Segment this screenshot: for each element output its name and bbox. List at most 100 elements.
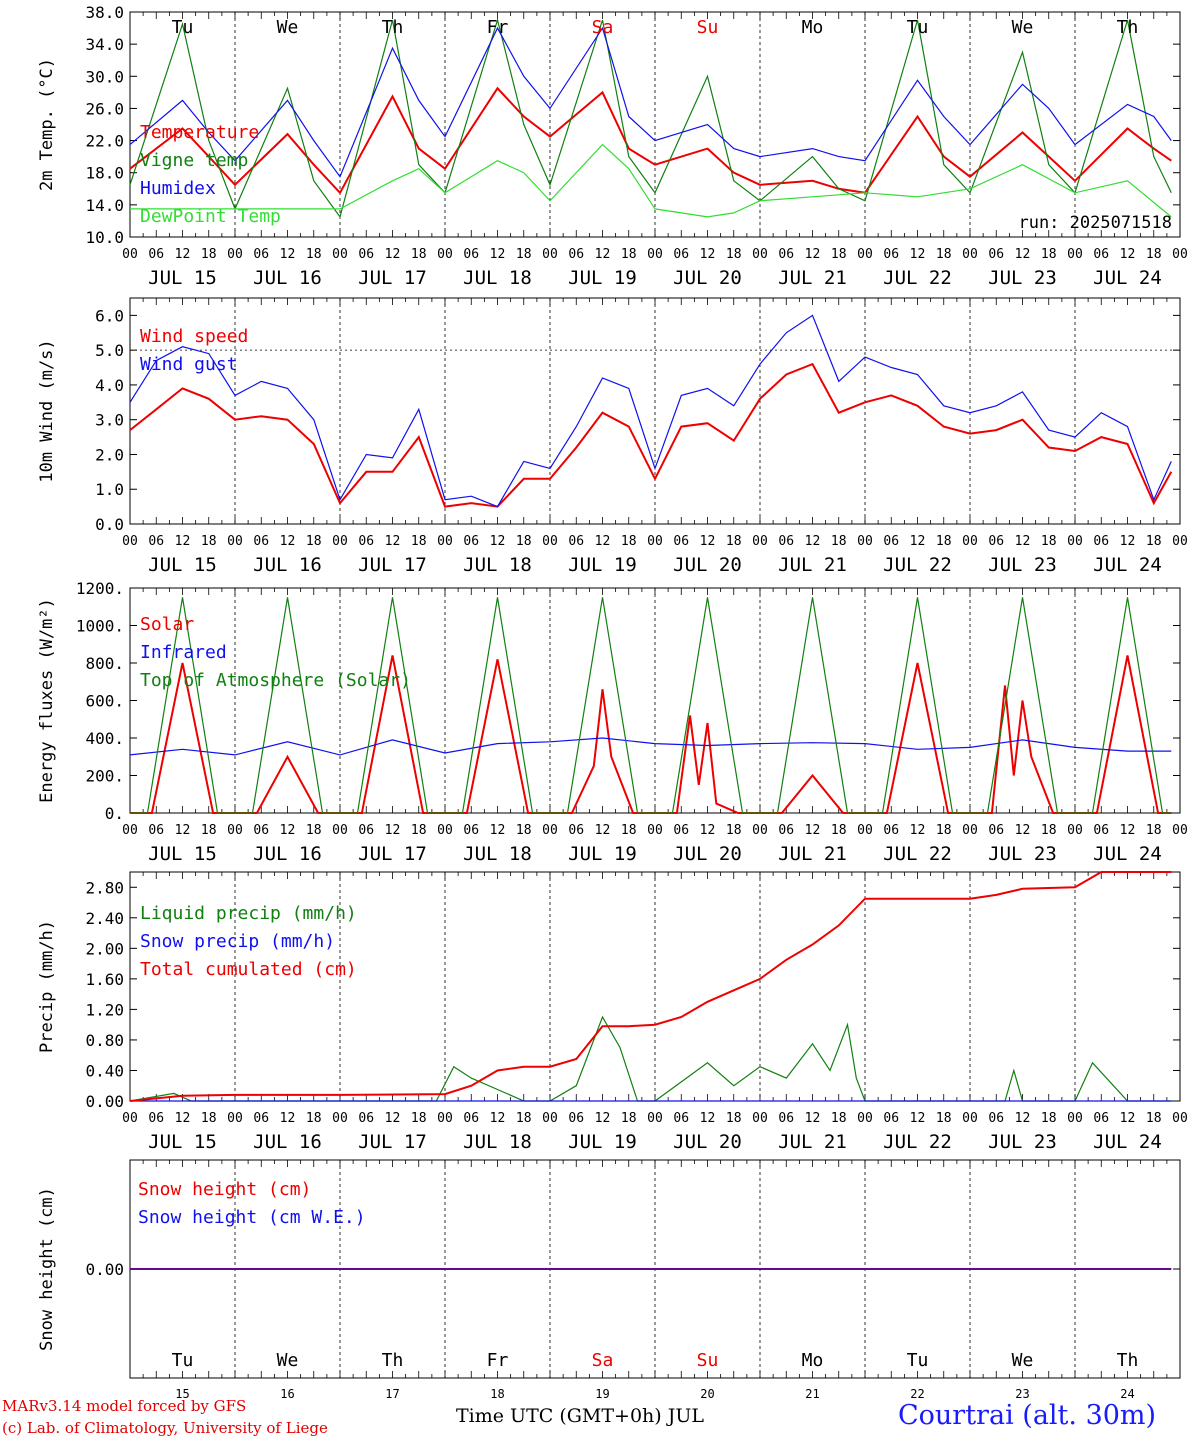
date-label: JUL 17	[358, 1131, 427, 1153]
hour-label: 06	[1093, 247, 1109, 262]
hour-label: 06	[148, 1111, 164, 1126]
y-tick-label: 26.0	[85, 99, 124, 118]
weekday-label-top: Su	[697, 17, 719, 38]
hour-label: 18	[726, 1111, 742, 1126]
hour-label: 06	[778, 534, 794, 549]
date-label: JUL 21	[778, 267, 847, 289]
y-tick-label: 2.0	[95, 445, 124, 464]
hour-label: 06	[148, 534, 164, 549]
hour-label: 06	[463, 823, 479, 838]
hour-label: 00	[542, 534, 558, 549]
weekday-label-bottom: Tu	[172, 1350, 194, 1371]
hour-label: 18	[1041, 1111, 1057, 1126]
weekday-label-top: Th	[382, 17, 404, 38]
y-tick-label: 14.0	[85, 196, 124, 215]
legend-entry: Total cumulated (cm)	[140, 959, 357, 980]
y-tick-label: 0.0	[95, 515, 124, 534]
series-line-1	[129, 1015, 1172, 1102]
hour-label: 06	[568, 247, 584, 262]
series-line-1	[129, 86, 1172, 195]
weekday-label-top: Tu	[172, 17, 194, 38]
hour-label: 00	[437, 534, 453, 549]
legend-entry: Wind speed	[140, 326, 248, 347]
hour-label: 12	[1120, 823, 1136, 838]
legend-entry: Wind gust	[140, 354, 238, 375]
hour-label: 12	[385, 247, 401, 262]
date-label: JUL 18	[463, 267, 532, 289]
hour-label: 18	[936, 534, 952, 549]
day-number-label: 19	[595, 1387, 609, 1401]
run-label: run: 2025071518	[1018, 213, 1172, 233]
hour-label: 06	[778, 823, 794, 838]
y-tick-label: 0.40	[85, 1061, 124, 1080]
y-tick-label: 5.0	[95, 341, 124, 360]
hour-label: 18	[201, 823, 217, 838]
day-number-label: 23	[1015, 1387, 1029, 1401]
legend-entry: Liquid precip (mm/h)	[140, 903, 357, 924]
hour-label: 00	[1067, 534, 1083, 549]
hour-label: 00	[1067, 1111, 1083, 1126]
hour-label: 00	[1067, 247, 1083, 262]
hour-label: 12	[175, 1111, 191, 1126]
hour-label: 06	[988, 1111, 1004, 1126]
hour-label: 06	[988, 823, 1004, 838]
day-number-label: 18	[490, 1387, 504, 1401]
hour-label: 12	[700, 247, 716, 262]
weekday-label-bottom: Sa	[592, 1350, 614, 1371]
hour-label: 00	[1067, 823, 1083, 838]
hour-label: 06	[988, 534, 1004, 549]
weekday-label-bottom: We	[277, 1350, 299, 1371]
hour-label: 12	[1015, 1111, 1031, 1126]
y-tick-label: 1.20	[85, 1000, 124, 1019]
weekday-label-bottom: We	[1012, 1350, 1034, 1371]
hour-label: 00	[752, 247, 768, 262]
hour-label: 18	[726, 247, 742, 262]
hour-label: 12	[280, 1111, 296, 1126]
weekday-label-bottom: Mo	[802, 1350, 824, 1371]
hour-label: 06	[463, 1111, 479, 1126]
hour-label: 18	[621, 1111, 637, 1126]
hour-label: 12	[1015, 247, 1031, 262]
date-label: JUL 19	[568, 554, 637, 576]
hour-label: 06	[883, 823, 899, 838]
hour-label: 00	[857, 534, 873, 549]
date-label: JUL 20	[673, 267, 742, 289]
hour-label: 00	[122, 823, 138, 838]
date-label: JUL 20	[673, 554, 742, 576]
date-label: JUL 22	[883, 554, 952, 576]
date-label: JUL 20	[673, 1131, 742, 1153]
hour-label: 18	[936, 823, 952, 838]
y-tick-label: 38.0	[85, 3, 124, 22]
legend-entry: Snow precip (mm/h)	[140, 931, 335, 952]
legend-entry: DewPoint Temp	[140, 206, 281, 227]
hour-label: 06	[568, 534, 584, 549]
date-label: JUL 19	[568, 1131, 637, 1153]
hour-label: 12	[1015, 534, 1031, 549]
y-tick-label: 0.00	[85, 1260, 124, 1279]
y-tick-label: 400.	[85, 729, 124, 748]
hour-label: 18	[306, 247, 322, 262]
y-tick-label: 4.0	[95, 376, 124, 395]
hour-label: 18	[516, 1111, 532, 1126]
y-tick-label: 0.80	[85, 1031, 124, 1050]
date-label: JUL 22	[883, 1131, 952, 1153]
day-number-label: 21	[805, 1387, 819, 1401]
hour-label: 12	[910, 247, 926, 262]
day-number-label: 17	[385, 1387, 399, 1401]
hour-label: 00	[227, 247, 243, 262]
legend-entry: Vigne temp	[140, 150, 248, 171]
day-number-label: 24	[1120, 1387, 1134, 1401]
day-number-label: 20	[700, 1387, 714, 1401]
weekday-label-top: Fr	[487, 17, 509, 38]
hour-label: 18	[831, 534, 847, 549]
hour-label: 00	[332, 1111, 348, 1126]
y-tick-label: 10.0	[85, 228, 124, 247]
hour-label: 00	[437, 823, 453, 838]
hour-label: 00	[857, 1111, 873, 1126]
date-label: JUL 23	[988, 554, 1057, 576]
hour-label: 18	[1146, 1111, 1162, 1126]
hour-label: 06	[253, 534, 269, 549]
hour-label: 00	[962, 823, 978, 838]
hour-label: 00	[122, 1111, 138, 1126]
y-axis-title: 2m Temp. (°C)	[37, 58, 57, 191]
